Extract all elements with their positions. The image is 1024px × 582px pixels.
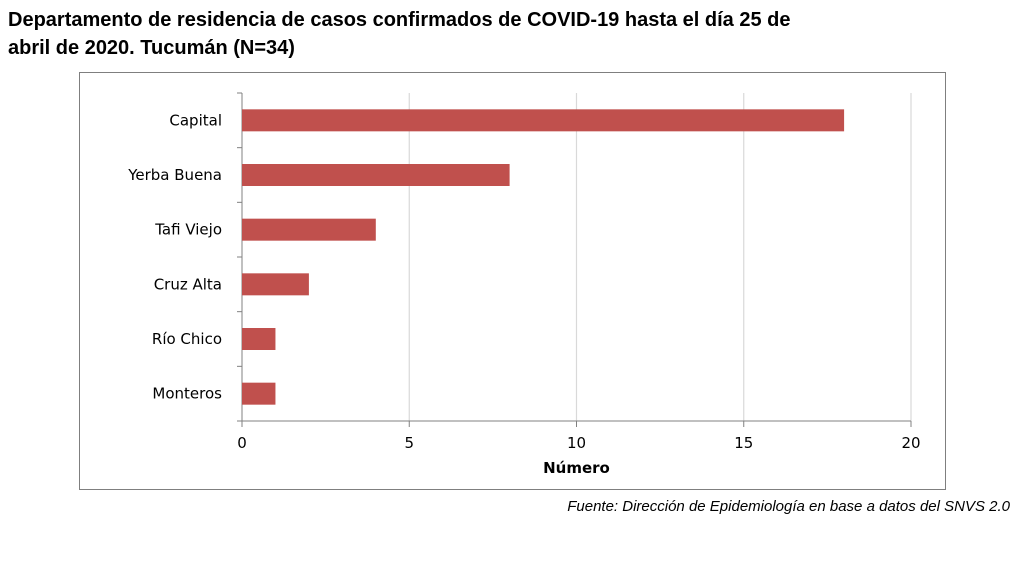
x-tick-label-10: 10 [567,434,586,452]
y-category-label-2: Tafi Viejo [154,221,222,239]
x-tick-label-5: 5 [404,434,414,452]
bar-capital [242,109,845,132]
y-category-label-1: Yerba Buena [127,166,222,184]
chart-title-line-1: Departamento de residencia de casos conf… [8,9,791,31]
bar-r-o-chico [242,328,276,350]
bar-cruz-alta [242,273,309,296]
chart-title-line-2: abril de 2020. Tucumán (N=34) [8,37,295,59]
chart-frame: 0 5 10 15 20 Capital Yerba Buena Tafi Viejo Cruz… [79,72,946,490]
bar-tafi-viejo [242,218,376,241]
y-category-label-4: Río Chico [152,330,222,348]
bar-yerba-buena [242,164,510,186]
source-note: Fuente: Dirección de Epidemiología en ba… [567,498,1010,515]
bar-chart: 0 5 10 15 20 Capital Yerba Buena Tafi Viejo Cruz… [127,92,921,477]
x-tick-label-0: 0 [237,434,247,452]
x-tick-label-20: 20 [901,434,920,452]
chart-title: Departamento de residencia de casos conf… [8,6,1008,62]
y-category-label-0: Capital [169,111,222,129]
y-category-label-3: Cruz Alta [154,275,222,293]
x-tick-label-15: 15 [734,434,753,452]
y-category-label-5: Monteros [152,385,222,403]
bar-monteros [242,382,276,405]
x-axis-title: Número [543,459,610,477]
